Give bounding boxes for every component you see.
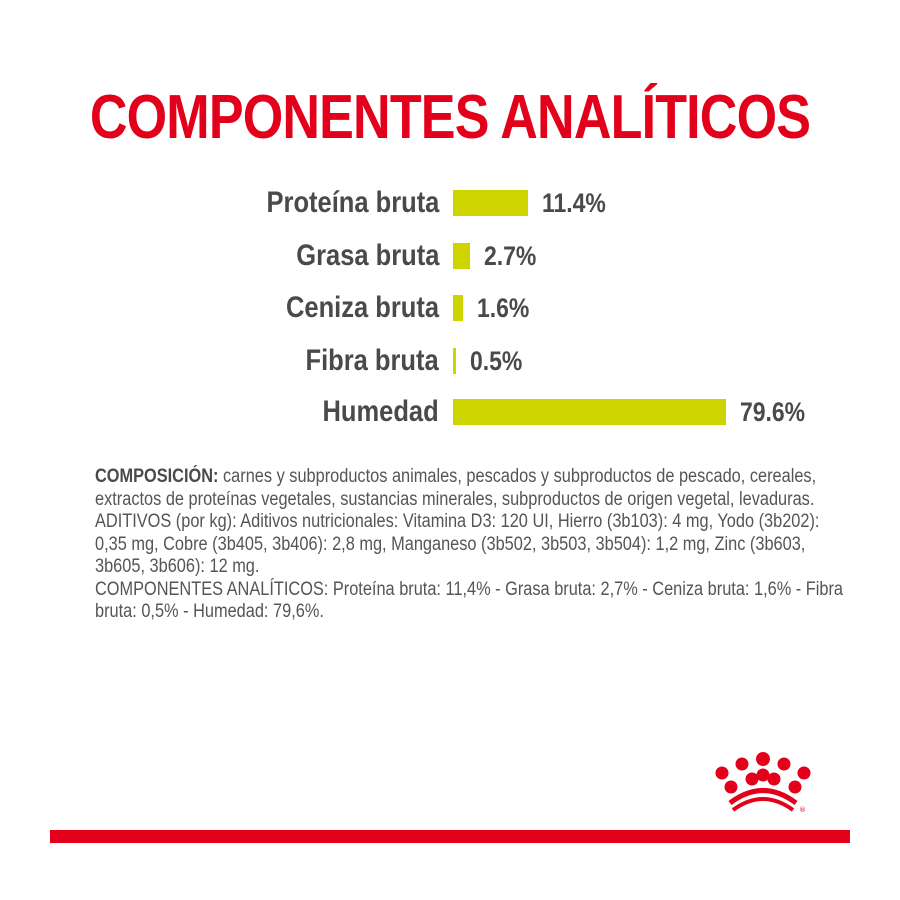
chart-row-proteina: Proteína bruta 11.4%	[0, 183, 900, 223]
row-value: 0.5%	[470, 346, 523, 376]
row-bar	[453, 348, 456, 374]
row-value: 79.6%	[740, 397, 806, 427]
row-label: Humedad	[322, 395, 439, 428]
row-value: 2.7%	[484, 241, 537, 271]
composition-body: carnes y subproductos animales, pescados…	[95, 466, 817, 510]
composition-text: COMPOSICIÓN: carnes y subproductos anima…	[95, 466, 843, 624]
brand-red-line	[50, 830, 850, 843]
additives-paragraph: ADITIVOS (por kg): Aditivos nutricionale…	[95, 511, 820, 577]
row-bar	[453, 295, 463, 321]
svg-text:®: ®	[799, 806, 806, 814]
row-value: 1.6%	[477, 293, 530, 323]
row-bar	[453, 243, 470, 269]
analytical-paragraph: COMPONENTES ANALÍTICOS: Proteína bruta: …	[95, 578, 843, 623]
row-label: Grasa bruta	[295, 239, 439, 272]
row-label: Ceniza bruta	[285, 291, 439, 324]
row-bar	[453, 190, 528, 216]
row-label: Proteína bruta	[266, 186, 439, 219]
composition-paragraph: COMPOSICIÓN: carnes y subproductos anima…	[95, 466, 843, 511]
row-value: 11.4%	[542, 188, 606, 218]
royal-canin-crown-icon: ®	[715, 752, 811, 814]
row-bar	[453, 399, 726, 425]
chart-row-ceniza: Ceniza bruta 1.6%	[0, 288, 900, 328]
chart-row-grasa: Grasa bruta 2.7%	[0, 236, 900, 276]
row-label: Fibra bruta	[305, 344, 439, 377]
chart-row-humedad: Humedad 79.6%	[0, 392, 900, 432]
page-title: COMPONENTES ANALÍTICOS	[89, 83, 811, 152]
chart-row-fibra: Fibra bruta 0.5%	[0, 341, 900, 381]
composition-heading: COMPOSICIÓN:	[95, 466, 219, 487]
